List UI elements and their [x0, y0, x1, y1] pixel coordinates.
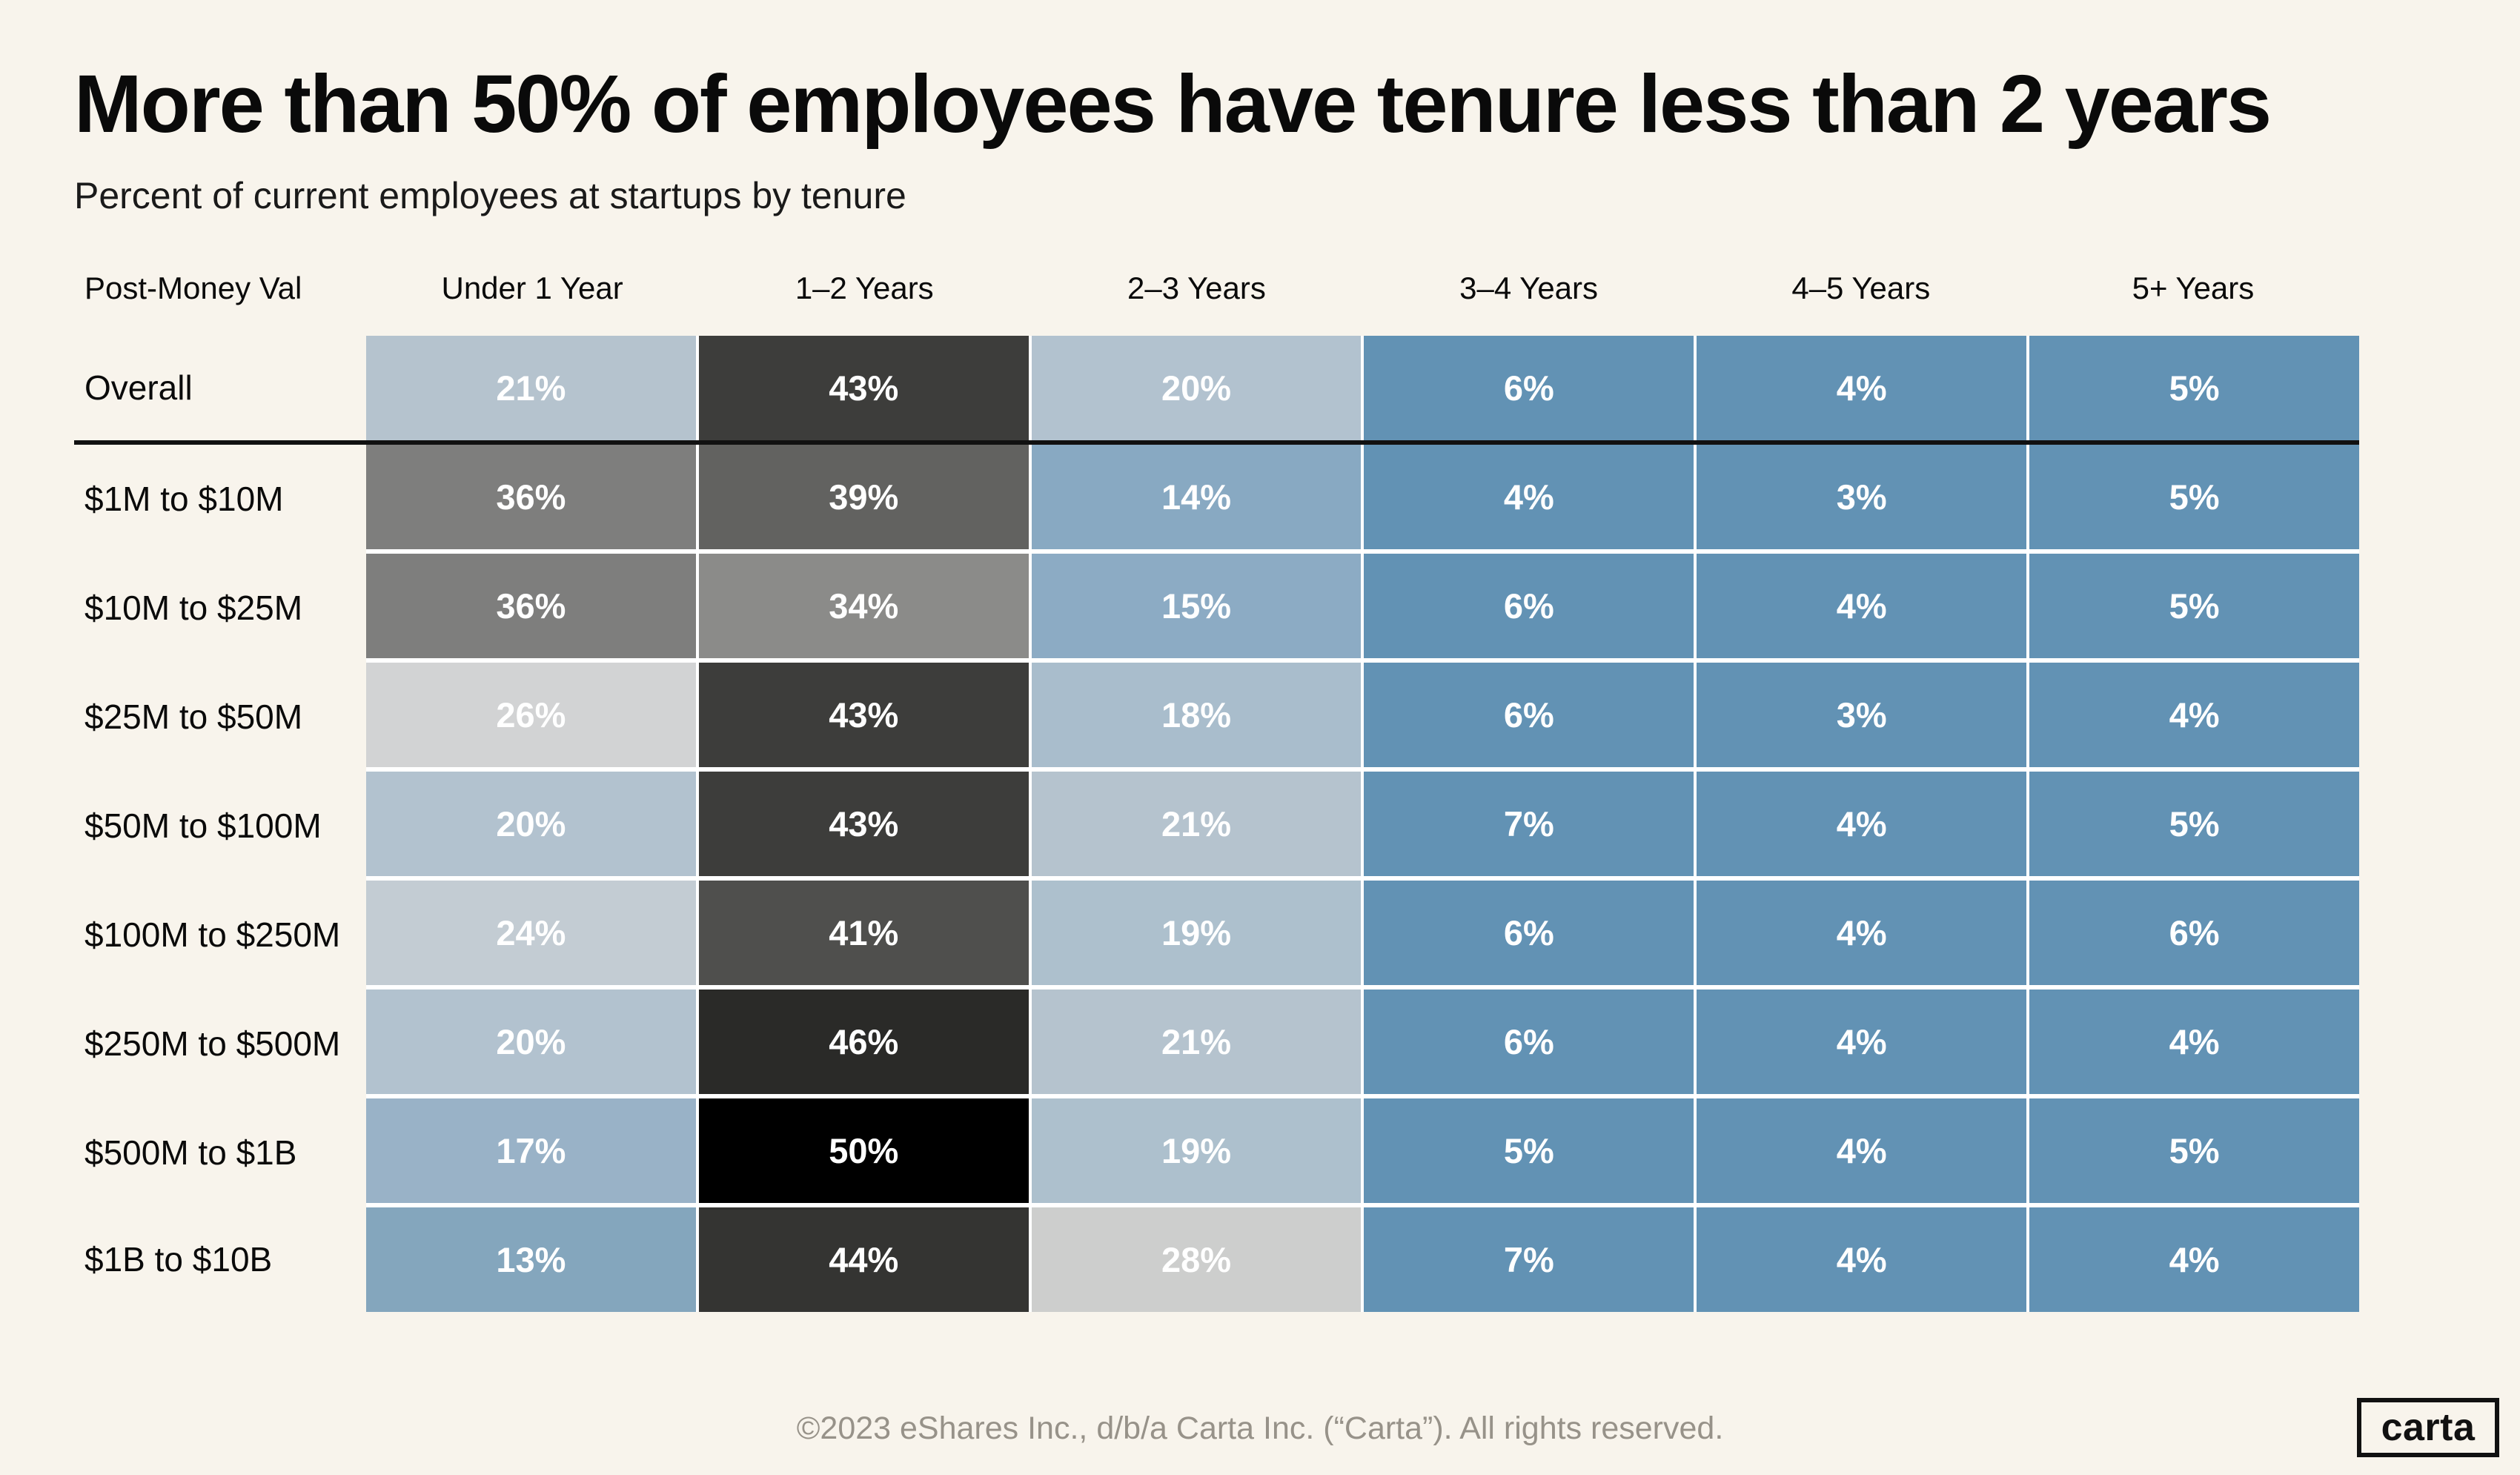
heatmap-row: $500M to $1B 17% 50% 19% 5% 4% 5% — [74, 1098, 2359, 1207]
heatmap-cell: 26% — [366, 662, 699, 772]
heatmap-cell: 28% — [1031, 1207, 1365, 1312]
heatmap-cell: 21% — [1031, 989, 1365, 1098]
heatmap-cell: 5% — [2029, 1098, 2359, 1207]
heatmap-row: $25M to $50M 26% 43% 18% 6% 3% 4% — [74, 662, 2359, 772]
heatmap-cell: 18% — [1031, 662, 1365, 772]
row-label: Overall — [84, 368, 193, 407]
heatmap-row: $100M to $250M 24% 41% 19% 6% 4% 6% — [74, 880, 2359, 990]
heatmap-cell: 5% — [2029, 444, 2359, 554]
column-header: 4–5 Years — [1791, 270, 1931, 305]
row-label: $10M to $25M — [84, 589, 303, 627]
heatmap-cell: 4% — [1697, 880, 2030, 990]
heatmap-cell: 46% — [698, 989, 1032, 1098]
heatmap-cell: 43% — [698, 771, 1032, 881]
heatmap-cell: 19% — [1031, 880, 1365, 990]
column-header: 2–3 Years — [1127, 270, 1266, 305]
heatmap-cell: 34% — [698, 553, 1032, 663]
row-label: $25M to $50M — [84, 697, 303, 736]
heatmap-cell: 21% — [366, 335, 699, 440]
carta-logo-text: carta — [2381, 1406, 2476, 1449]
heatmap-cell: 44% — [698, 1207, 1032, 1312]
heatmap-cell: 6% — [1364, 553, 1697, 663]
heatmap-cell: 24% — [366, 880, 699, 990]
overall-divider-line — [74, 440, 2359, 445]
row-label: $250M to $500M — [84, 1024, 341, 1063]
heatmap-cell: 6% — [1364, 989, 1697, 1098]
heatmap-cell: 13% — [366, 1207, 699, 1312]
heatmap-cell: 39% — [698, 444, 1032, 554]
heatmap-cell: 14% — [1031, 444, 1365, 554]
heatmap-cell: 4% — [1697, 989, 2030, 1098]
heatmap-cell: 15% — [1031, 553, 1365, 663]
column-header: 1–2 Years — [795, 270, 934, 305]
heatmap-cell: 41% — [698, 880, 1032, 990]
page-title: More than 50% of employees have tenure l… — [74, 59, 2272, 150]
heatmap-cell: 6% — [1364, 880, 1697, 990]
heatmap-cell: 4% — [2029, 989, 2359, 1098]
heatmap-row: $10M to $25M 36% 34% 15% 6% 4% 5% — [74, 553, 2359, 663]
copyright-footer: ©2023 eShares Inc., d/b/a Carta Inc. (“C… — [796, 1411, 1724, 1446]
heatmap-cell: 6% — [1364, 335, 1697, 440]
heatmap-cell: 20% — [366, 989, 699, 1098]
heatmap-cell: 6% — [2029, 880, 2359, 990]
heatmap-cell: 3% — [1697, 662, 2030, 772]
row-label: $500M to $1B — [84, 1133, 297, 1172]
tenure-heatmap: Post-Money Val Under 1 Year 1–2 Years 2–3 Y… — [74, 271, 2359, 1312]
heatmap-row: $250M to $500M 20% 46% 21% 6% 4% 4% — [74, 989, 2359, 1098]
row-header-label: Post-Money Val — [84, 270, 302, 305]
column-header: 5+ Years — [2132, 270, 2255, 305]
page-content: More than 50% of employees have tenure l… — [0, 58, 2520, 1312]
heatmap-row: $1B to $10B 13% 44% 28% 7% 4% 4% — [74, 1207, 2359, 1312]
heatmap-cell: 19% — [1031, 1098, 1365, 1207]
heatmap-row: Overall 21% 43% 20% 6% 4% 5% — [74, 335, 2359, 440]
heatmap-cell: 20% — [1031, 335, 1365, 440]
heatmap-cell: 4% — [1364, 444, 1697, 554]
heatmap-cell: 4% — [1697, 335, 2030, 440]
heatmap-cell: 7% — [1364, 1207, 1697, 1312]
carta-logo: carta — [2357, 1398, 2499, 1457]
heatmap-cell: 43% — [698, 335, 1032, 440]
column-header: 3–4 Years — [1459, 270, 1599, 305]
heatmap-cell: 36% — [366, 444, 699, 554]
row-label: $50M to $100M — [84, 806, 322, 845]
heatmap-row: $50M to $100M 20% 43% 21% 7% 4% 5% — [74, 771, 2359, 881]
page-subtitle: Percent of current employees at startups… — [74, 174, 906, 216]
heatmap-cell: 4% — [2029, 1207, 2359, 1312]
heatmap-cell: 17% — [366, 1098, 699, 1207]
heatmap-cell: 50% — [698, 1098, 1032, 1207]
heatmap-cell: 5% — [2029, 771, 2359, 881]
heatmap-cell: 5% — [2029, 553, 2359, 663]
heatmap-cell: 36% — [366, 553, 699, 663]
heatmap-cell: 5% — [1364, 1098, 1697, 1207]
heatmap-cell: 4% — [1697, 771, 2030, 881]
heatmap-cell: 5% — [2029, 335, 2359, 440]
heatmap-cell: 4% — [1697, 553, 2030, 663]
header-row: Post-Money Val Under 1 Year 1–2 Years 2–3 Y… — [74, 271, 2359, 306]
heatmap-cell: 20% — [366, 771, 699, 881]
heatmap-cell: 43% — [698, 662, 1032, 772]
row-label: $100M to $250M — [84, 915, 341, 954]
heatmap-cell: 21% — [1031, 771, 1365, 881]
heatmap-cell: 6% — [1364, 662, 1697, 772]
row-label: $1B to $10B — [84, 1240, 273, 1279]
heatmap-body: Overall 21% 43% 20% 6% 4% 5% $1M to $10M 36% 39% 1… — [74, 335, 2359, 1312]
heatmap-cell: 3% — [1697, 444, 2030, 554]
heatmap-cell: 4% — [1697, 1098, 2030, 1207]
row-label: $1M to $10M — [84, 480, 284, 518]
heatmap-cell: 4% — [1697, 1207, 2030, 1312]
column-header: Under 1 Year — [441, 270, 623, 305]
heatmap-cell: 7% — [1364, 771, 1697, 881]
heatmap-row: $1M to $10M 36% 39% 14% 4% 3% 5% — [74, 444, 2359, 554]
heatmap-cell: 4% — [2029, 662, 2359, 772]
